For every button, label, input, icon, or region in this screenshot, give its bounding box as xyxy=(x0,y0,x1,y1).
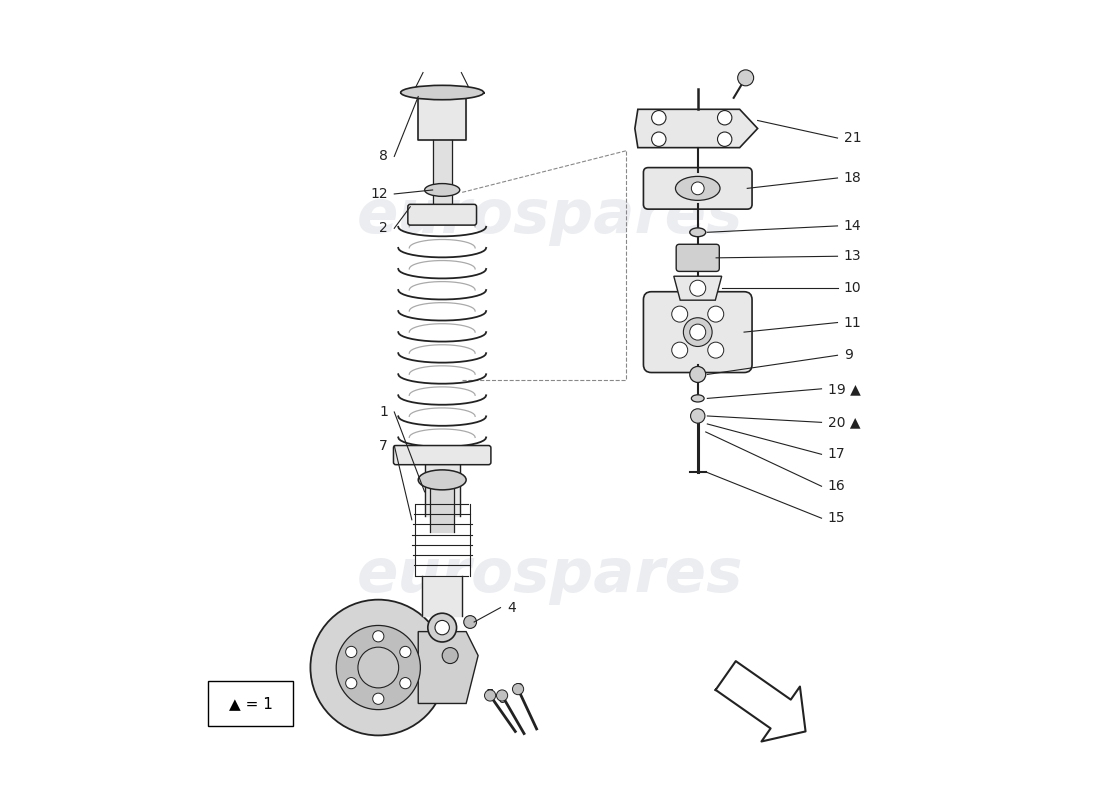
Circle shape xyxy=(358,647,398,688)
Circle shape xyxy=(399,646,411,658)
Circle shape xyxy=(428,614,456,642)
Text: 5: 5 xyxy=(486,689,495,702)
Polygon shape xyxy=(400,93,484,141)
Circle shape xyxy=(707,342,724,358)
Text: 21: 21 xyxy=(844,131,861,145)
Circle shape xyxy=(373,693,384,704)
Ellipse shape xyxy=(400,86,484,100)
Circle shape xyxy=(496,690,508,701)
Circle shape xyxy=(484,690,496,701)
Text: 1: 1 xyxy=(379,405,388,419)
Text: 7: 7 xyxy=(379,438,388,453)
FancyBboxPatch shape xyxy=(676,244,719,271)
FancyBboxPatch shape xyxy=(208,681,293,726)
Circle shape xyxy=(337,626,420,710)
Ellipse shape xyxy=(690,228,706,237)
Circle shape xyxy=(672,342,688,358)
FancyBboxPatch shape xyxy=(408,204,476,225)
Circle shape xyxy=(651,110,666,125)
Circle shape xyxy=(345,678,356,689)
Text: 2: 2 xyxy=(379,222,388,235)
Circle shape xyxy=(691,409,705,423)
Text: 3: 3 xyxy=(515,682,524,696)
Text: 17: 17 xyxy=(828,447,846,462)
Circle shape xyxy=(399,678,411,689)
Circle shape xyxy=(738,70,754,86)
Circle shape xyxy=(513,683,524,694)
Ellipse shape xyxy=(425,183,460,196)
Text: 20 ▲: 20 ▲ xyxy=(828,415,860,430)
Polygon shape xyxy=(414,73,471,92)
Text: 4: 4 xyxy=(507,601,516,614)
Text: eurospares: eurospares xyxy=(356,546,744,605)
Polygon shape xyxy=(716,661,805,742)
Circle shape xyxy=(464,616,476,629)
FancyBboxPatch shape xyxy=(394,446,491,465)
FancyBboxPatch shape xyxy=(644,292,752,373)
Circle shape xyxy=(310,600,447,735)
Text: 13: 13 xyxy=(844,250,861,263)
Circle shape xyxy=(717,110,732,125)
Polygon shape xyxy=(635,110,758,148)
Circle shape xyxy=(672,306,688,322)
Text: 12: 12 xyxy=(371,187,388,201)
FancyBboxPatch shape xyxy=(644,168,752,209)
Text: eurospares: eurospares xyxy=(356,187,744,246)
Circle shape xyxy=(717,132,732,146)
Text: 11: 11 xyxy=(844,315,861,330)
Text: 18: 18 xyxy=(844,171,861,185)
Ellipse shape xyxy=(418,470,466,490)
Text: 16: 16 xyxy=(828,479,846,494)
Circle shape xyxy=(345,646,356,658)
Text: 10: 10 xyxy=(844,281,861,295)
Circle shape xyxy=(690,280,706,296)
Circle shape xyxy=(373,630,384,642)
Text: 9: 9 xyxy=(844,348,852,362)
Text: 8: 8 xyxy=(379,150,388,163)
Circle shape xyxy=(707,306,724,322)
Ellipse shape xyxy=(675,176,720,200)
Polygon shape xyxy=(430,488,454,532)
Circle shape xyxy=(442,647,459,663)
Circle shape xyxy=(690,324,706,340)
Ellipse shape xyxy=(692,395,704,402)
Text: 6: 6 xyxy=(497,693,506,706)
Circle shape xyxy=(692,182,704,194)
Text: 19 ▲: 19 ▲ xyxy=(828,382,860,396)
Text: 15: 15 xyxy=(828,511,846,525)
Circle shape xyxy=(683,318,712,346)
Circle shape xyxy=(690,366,706,382)
Polygon shape xyxy=(418,631,478,703)
Polygon shape xyxy=(432,141,452,212)
Text: 14: 14 xyxy=(844,219,861,233)
Polygon shape xyxy=(422,576,462,616)
Polygon shape xyxy=(674,276,722,300)
Polygon shape xyxy=(425,460,460,516)
Circle shape xyxy=(651,132,666,146)
Circle shape xyxy=(434,621,450,634)
Text: ▲ = 1: ▲ = 1 xyxy=(229,696,273,711)
